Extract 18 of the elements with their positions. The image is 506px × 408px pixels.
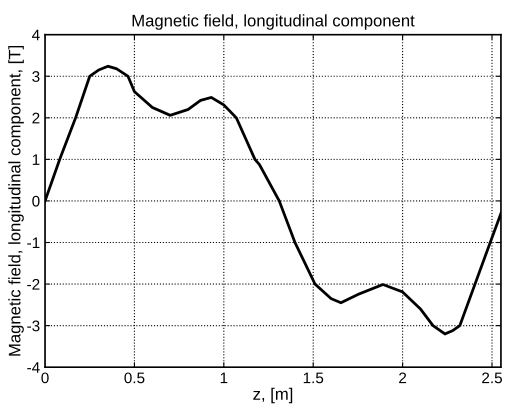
y-tick-label: 1 xyxy=(32,154,40,165)
x-tick-label: 2.5 xyxy=(482,372,502,384)
y-tick-label: -2 xyxy=(27,278,40,290)
x-tick-label: 1 xyxy=(220,372,228,384)
y-tick-label: -3 xyxy=(27,320,40,332)
y-axis-title: Magnetic field, longitudinal component, [T] xyxy=(8,46,24,356)
x-tick-label: 2 xyxy=(399,372,406,384)
y-tick-label: 4 xyxy=(32,30,40,40)
x-tick-label: 1.5 xyxy=(304,372,324,384)
y-tick-label: 3 xyxy=(32,71,40,82)
chart-title: Magnetic field, longitudinal component xyxy=(132,14,415,30)
y-tick-label: 2 xyxy=(32,112,40,124)
y-tick-label: -1 xyxy=(27,238,40,248)
x-axis-title: z, [m] xyxy=(253,388,292,404)
x-tick-label: 0 xyxy=(41,372,49,384)
x-tick-label: 0.5 xyxy=(124,372,144,384)
y-tick-label: -4 xyxy=(27,362,40,373)
y-tick-label: 0 xyxy=(32,196,40,207)
